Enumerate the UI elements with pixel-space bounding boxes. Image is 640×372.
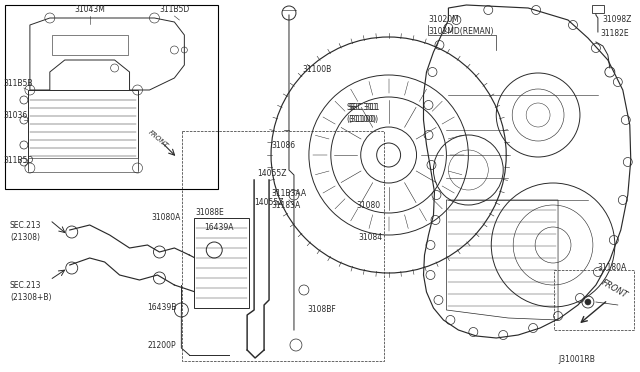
Text: 31084: 31084 xyxy=(359,233,383,242)
Text: 14055Z: 14055Z xyxy=(257,169,287,178)
Text: (31100): (31100) xyxy=(349,115,379,124)
Circle shape xyxy=(585,299,591,305)
Text: 311B5D: 311B5D xyxy=(159,5,189,14)
Text: SEC.213: SEC.213 xyxy=(10,281,42,290)
Text: 31088E: 31088E xyxy=(195,208,224,217)
Bar xyxy=(28,158,138,172)
Text: 3102MD(REMAN): 3102MD(REMAN) xyxy=(429,27,494,36)
Bar xyxy=(195,218,249,308)
Text: (21308): (21308) xyxy=(10,233,40,242)
Bar xyxy=(182,131,383,361)
Text: 14055Z: 14055Z xyxy=(254,198,284,207)
Text: 31036: 31036 xyxy=(3,111,28,120)
Bar xyxy=(592,5,604,13)
Text: 31080: 31080 xyxy=(356,201,381,210)
Bar xyxy=(554,270,634,330)
Text: FRONT: FRONT xyxy=(147,129,170,149)
Text: 31043M: 31043M xyxy=(74,5,105,14)
Bar xyxy=(28,90,138,170)
Text: 21200P: 21200P xyxy=(147,341,176,350)
Text: 16439B: 16439B xyxy=(147,303,177,312)
Text: 31180A: 31180A xyxy=(598,263,627,272)
Text: SEC.311: SEC.311 xyxy=(347,103,378,112)
Text: 31098Z: 31098Z xyxy=(603,15,632,24)
Text: SEC.311: SEC.311 xyxy=(349,103,380,112)
Text: 311B5B: 311B5B xyxy=(3,79,33,88)
Text: FRONT: FRONT xyxy=(600,278,629,300)
Text: (31100): (31100) xyxy=(347,115,377,124)
Text: 311B3AA: 311B3AA xyxy=(271,189,306,198)
Text: 31100B: 31100B xyxy=(302,65,331,74)
Text: 3108BF: 3108BF xyxy=(307,305,335,314)
Text: 31086: 31086 xyxy=(271,141,295,150)
Text: (21308+B): (21308+B) xyxy=(10,293,51,302)
Text: 31020M: 31020M xyxy=(429,15,460,24)
Text: 31080A: 31080A xyxy=(152,213,181,222)
Bar xyxy=(5,5,218,189)
Text: 31182E: 31182E xyxy=(601,29,630,38)
Text: 31183A: 31183A xyxy=(271,201,300,210)
Text: SEC.213: SEC.213 xyxy=(10,221,42,230)
Text: 311B5D: 311B5D xyxy=(3,156,33,165)
Text: J31001RB: J31001RB xyxy=(558,355,595,364)
Text: 16439A: 16439A xyxy=(204,223,234,232)
